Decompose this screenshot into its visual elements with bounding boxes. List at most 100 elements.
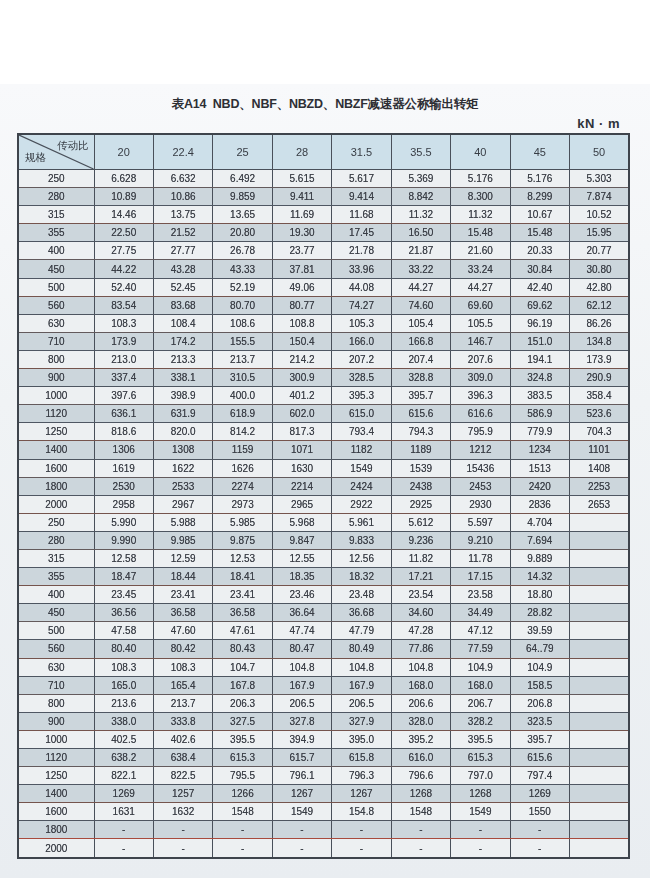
value-cell: 9.985 xyxy=(153,531,212,549)
value-cell: 12.55 xyxy=(272,549,331,567)
value-cell: 23.77 xyxy=(272,242,331,260)
spec-cell: 1250 xyxy=(18,423,94,441)
table-body: 2506.6286.6326.4925.6155.6175.3695.1765.… xyxy=(18,170,629,858)
value-cell: 108.3 xyxy=(94,314,153,332)
table-row: 16001631163215481549154.8154815491550 xyxy=(18,803,629,821)
value-cell: 616.0 xyxy=(391,749,450,767)
spec-cell: 315 xyxy=(18,206,94,224)
table-row: 710173.9174.2155.5150.4166.0166.8146.715… xyxy=(18,332,629,350)
value-cell: 173.9 xyxy=(570,350,630,368)
ratio-header: 20 xyxy=(94,134,153,170)
value-cell: 5.990 xyxy=(94,513,153,531)
value-cell: 1268 xyxy=(451,785,510,803)
spec-cell: 1800 xyxy=(18,821,94,839)
value-cell xyxy=(570,767,630,785)
value-cell: 77.86 xyxy=(391,640,450,658)
value-cell: 15.48 xyxy=(510,224,569,242)
value-cell: 80.49 xyxy=(332,640,391,658)
value-cell: 11.68 xyxy=(332,206,391,224)
value-cell: 23.58 xyxy=(451,586,510,604)
value-cell: 44.27 xyxy=(391,278,450,296)
value-cell: 86.26 xyxy=(570,314,630,332)
value-cell: 213.7 xyxy=(153,694,212,712)
value-cell: 398.9 xyxy=(153,387,212,405)
value-cell: 43.33 xyxy=(213,260,272,278)
value-cell: 23.46 xyxy=(272,586,331,604)
value-cell: 14.32 xyxy=(510,568,569,586)
value-cell: 779.9 xyxy=(510,423,569,441)
table-row: 1250818.6820.0814.2817.3793.4794.3795.97… xyxy=(18,423,629,441)
table-row: 45044.2243.2843.3337.8133.9633.2233.2430… xyxy=(18,260,629,278)
value-cell: 394.9 xyxy=(272,730,331,748)
value-cell: 104.9 xyxy=(510,658,569,676)
value-cell: 18.35 xyxy=(272,568,331,586)
spec-cell: 250 xyxy=(18,513,94,531)
value-cell: 167.9 xyxy=(332,676,391,694)
value-cell: 80.77 xyxy=(272,296,331,314)
spec-cell: 1000 xyxy=(18,387,94,405)
value-cell: 395.7 xyxy=(510,730,569,748)
table-row: 1600161916221626163015491539154361513140… xyxy=(18,459,629,477)
value-cell: 5.988 xyxy=(153,513,212,531)
value-cell: 2420 xyxy=(510,477,569,495)
value-cell: 1267 xyxy=(272,785,331,803)
value-cell: - xyxy=(510,839,569,858)
value-cell: 15436 xyxy=(451,459,510,477)
value-cell: - xyxy=(332,821,391,839)
spec-cell: 710 xyxy=(18,676,94,694)
value-cell: 9.889 xyxy=(510,549,569,567)
spec-cell: 1400 xyxy=(18,441,94,459)
spec-cell: 315 xyxy=(18,549,94,567)
table-row: 1400130613081159107111821189121212341101 xyxy=(18,441,629,459)
value-cell: 168.0 xyxy=(451,676,510,694)
value-cell: 168.0 xyxy=(391,676,450,694)
value-cell: 74.60 xyxy=(391,296,450,314)
value-cell: 333.8 xyxy=(153,712,212,730)
ratio-header: 22.4 xyxy=(153,134,212,170)
value-cell: 11.32 xyxy=(451,206,510,224)
value-cell: - xyxy=(94,821,153,839)
spec-cell: 710 xyxy=(18,332,94,350)
value-cell: 47.12 xyxy=(451,622,510,640)
value-cell: 2973 xyxy=(213,495,272,513)
value-cell: 206.7 xyxy=(451,694,510,712)
value-cell: 2214 xyxy=(272,477,331,495)
spec-cell: 630 xyxy=(18,658,94,676)
value-cell: 213.6 xyxy=(94,694,153,712)
value-cell: 80.40 xyxy=(94,640,153,658)
spec-cell: 1250 xyxy=(18,767,94,785)
value-cell: 52.40 xyxy=(94,278,153,296)
value-cell: 310.5 xyxy=(213,369,272,387)
corner-header-cell: 传动比 规格 xyxy=(18,134,94,170)
value-cell: 395.3 xyxy=(332,387,391,405)
value-cell: 2930 xyxy=(451,495,510,513)
value-cell: 52.45 xyxy=(153,278,212,296)
value-cell: 33.24 xyxy=(451,260,510,278)
value-cell xyxy=(570,586,630,604)
value-cell: 206.5 xyxy=(272,694,331,712)
value-cell: 9.833 xyxy=(332,531,391,549)
value-cell: 615.0 xyxy=(332,405,391,423)
table-row: 630108.3108.3104.7104.8104.8104.8104.910… xyxy=(18,658,629,676)
value-cell: 8.299 xyxy=(510,188,569,206)
ratio-header: 45 xyxy=(510,134,569,170)
value-cell: 616.6 xyxy=(451,405,510,423)
value-cell: 21.87 xyxy=(391,242,450,260)
value-cell: 795.5 xyxy=(213,767,272,785)
value-cell: 328.5 xyxy=(332,369,391,387)
value-cell: 15.48 xyxy=(451,224,510,242)
value-cell: 80.47 xyxy=(272,640,331,658)
value-cell: 5.176 xyxy=(510,170,569,188)
value-cell: 10.89 xyxy=(94,188,153,206)
spec-cell: 450 xyxy=(18,260,94,278)
value-cell: 10.67 xyxy=(510,206,569,224)
table-row: 140012691257126612671267126812681269 xyxy=(18,785,629,803)
value-cell: 150.4 xyxy=(272,332,331,350)
value-cell: - xyxy=(510,821,569,839)
value-cell: 328.8 xyxy=(391,369,450,387)
value-cell xyxy=(570,676,630,694)
spec-cell: 1400 xyxy=(18,785,94,803)
value-cell: 165.0 xyxy=(94,676,153,694)
table-row: 2506.6286.6326.4925.6155.6175.3695.1765.… xyxy=(18,170,629,188)
value-cell: 21.60 xyxy=(451,242,510,260)
